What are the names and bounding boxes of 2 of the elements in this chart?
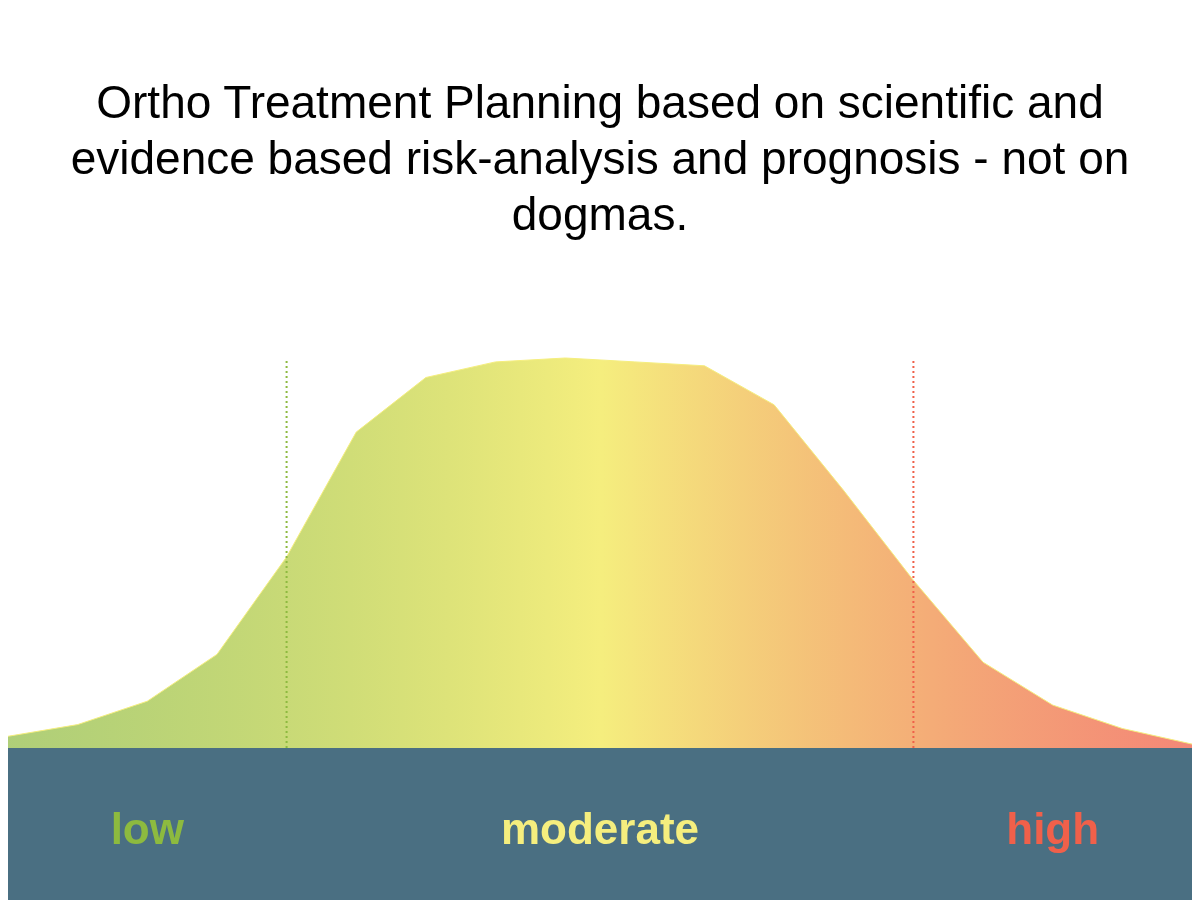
chart-title: Ortho Treatment Planning based on scientific and evidence based risk-analysis and prognosis - not on dogmas. [69,75,1131,242]
footer-strip: low moderate high [8,748,1192,900]
